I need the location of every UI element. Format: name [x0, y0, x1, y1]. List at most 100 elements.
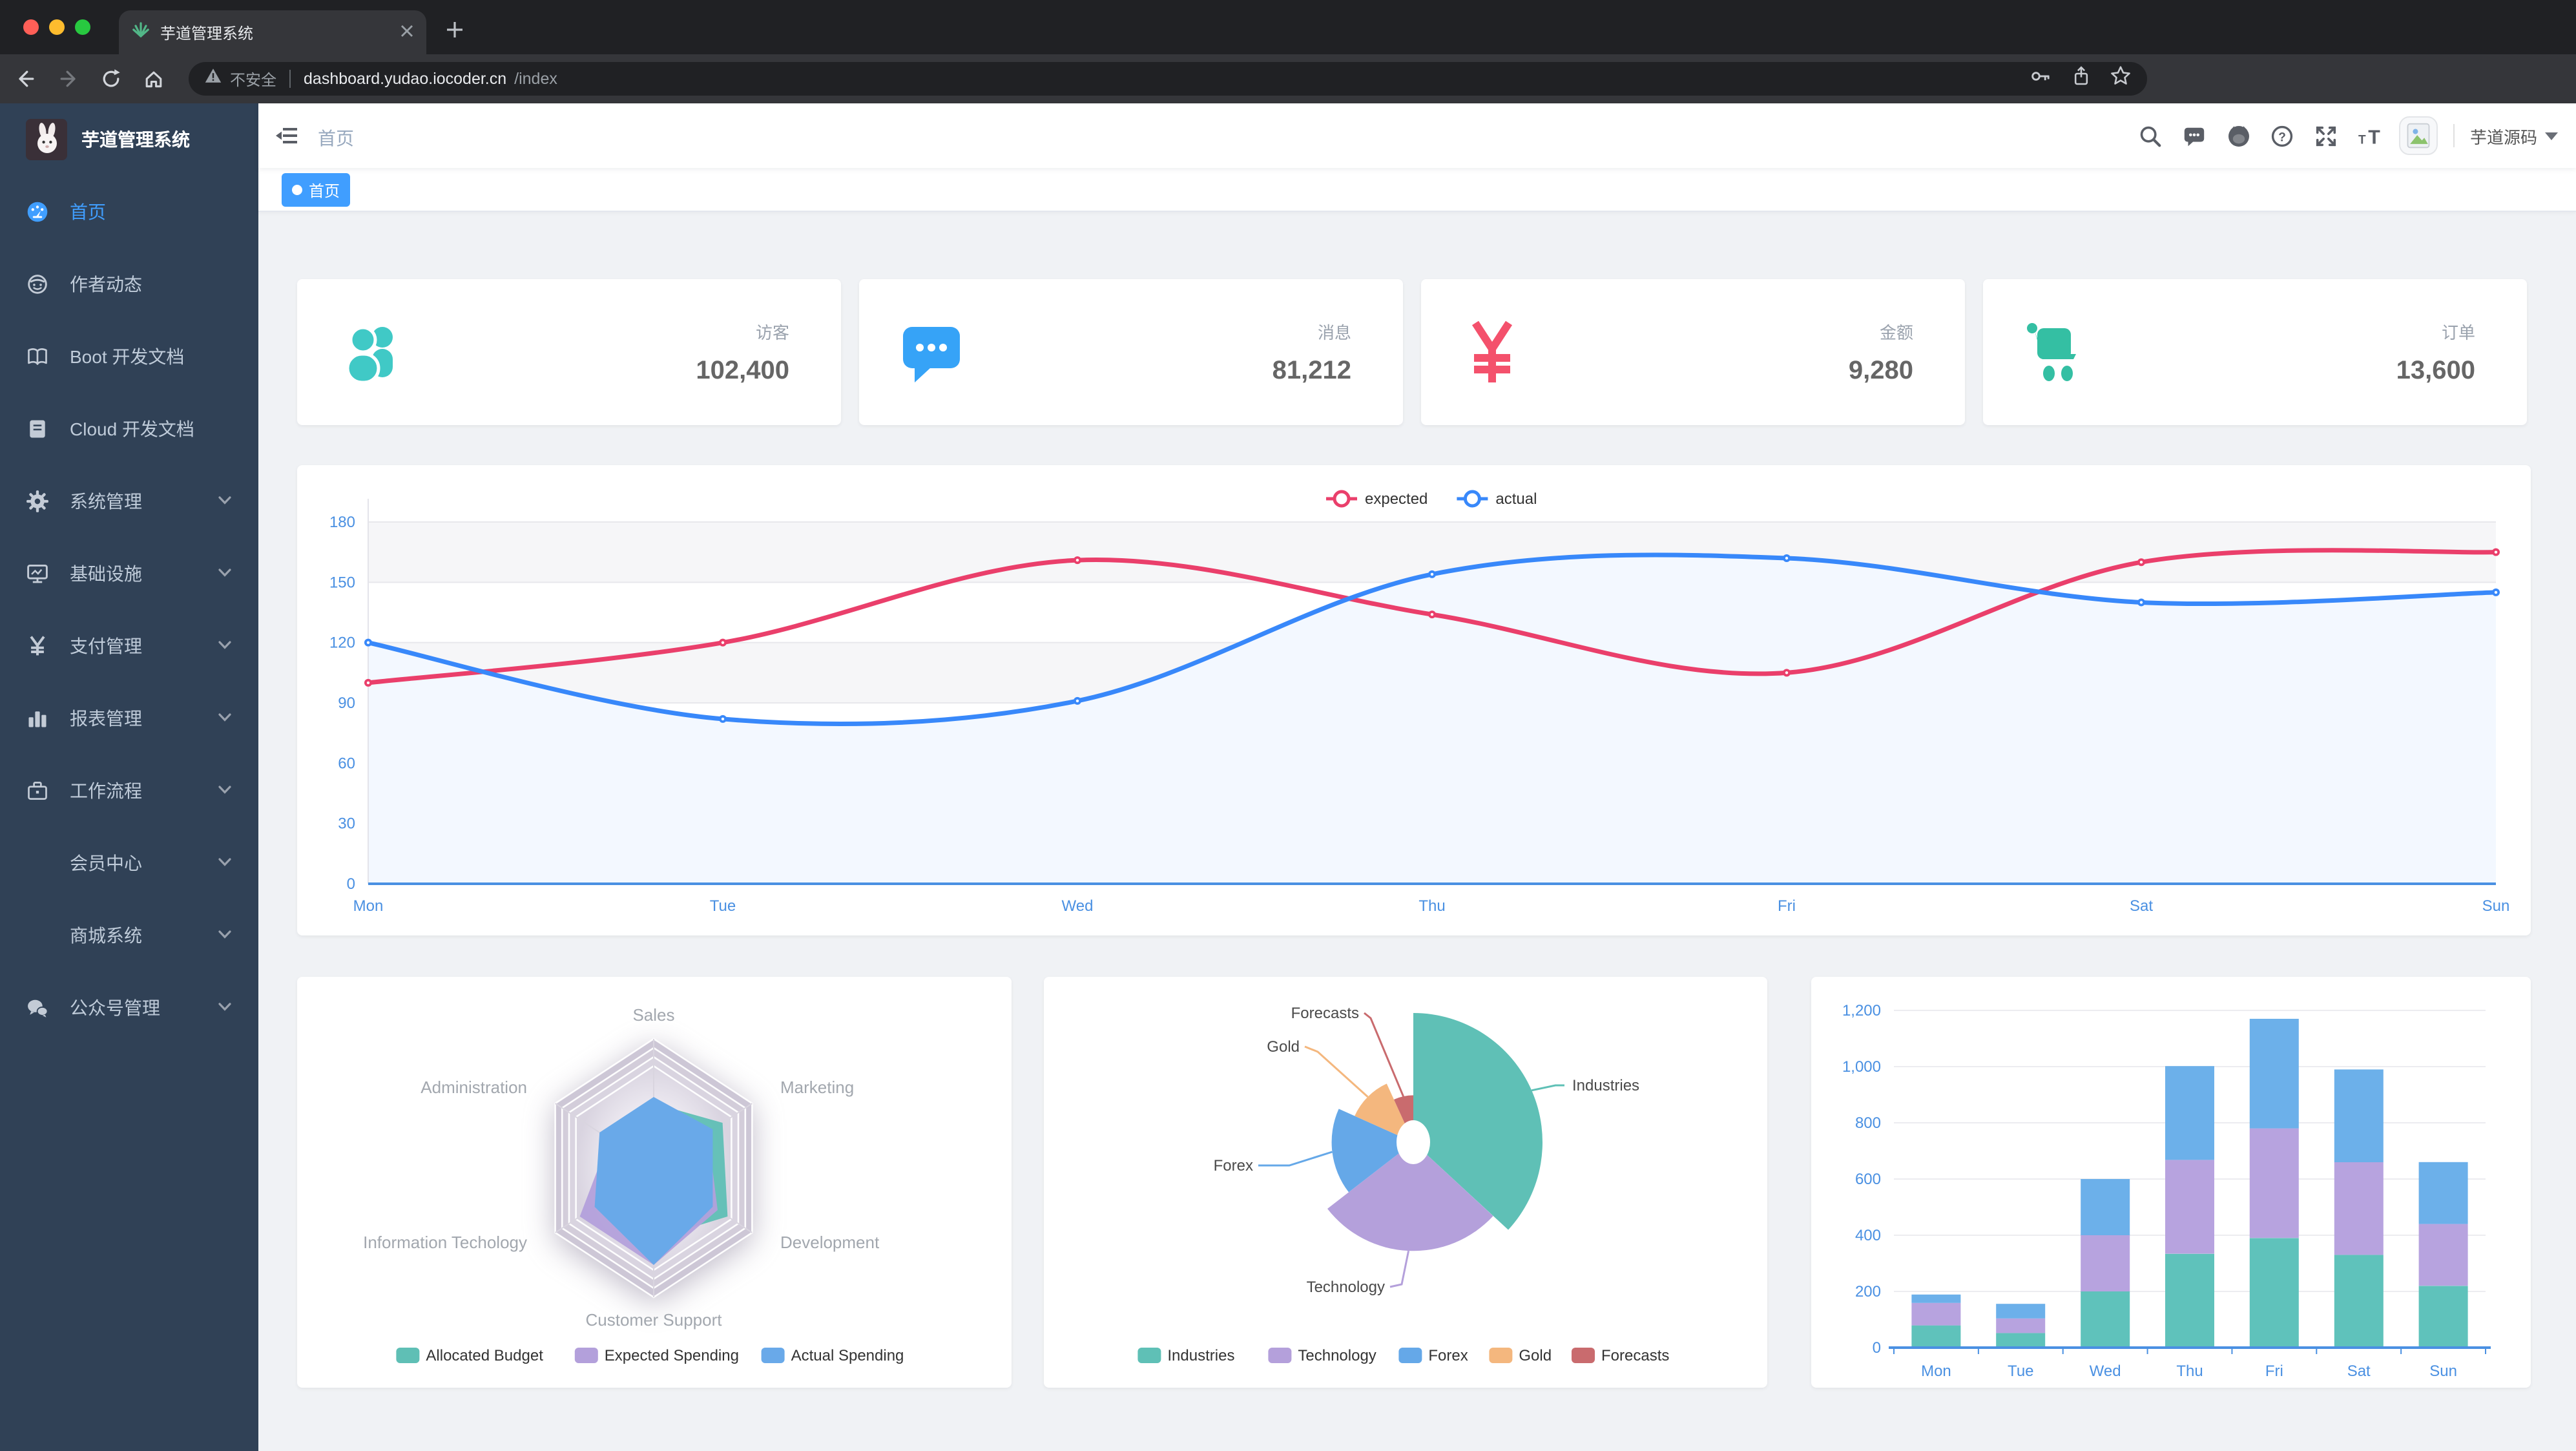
svg-text:Actual Spending: Actual Spending — [791, 1347, 904, 1364]
pie-chart[interactable]: Industries Technology Forex Gold Forecasts In… — [1044, 977, 1767, 1388]
svg-text:expected: expected — [1365, 490, 1428, 508]
dashboard-icon — [26, 200, 49, 224]
security-label[interactable]: 不安全 — [230, 70, 277, 89]
sidebar-item-8[interactable]: 工作流程 — [0, 755, 258, 827]
sidebar-item-5[interactable]: 基础设施 — [0, 538, 258, 610]
sidebar-item-label: 首页 — [70, 202, 106, 222]
radar-chart[interactable]: Sales Marketing Development Customer Suppor… — [297, 977, 1012, 1388]
legend-swatch[interactable] — [396, 1348, 420, 1363]
legend-swatch[interactable] — [1572, 1348, 1595, 1363]
window-zoom-button[interactable] — [75, 19, 90, 35]
message-icon — [898, 320, 970, 384]
stat-label: 访客 — [755, 322, 789, 342]
svg-text:Thu: Thu — [1418, 897, 1445, 915]
tag-dot — [292, 185, 302, 195]
svg-text:actual: actual — [1495, 490, 1537, 508]
security-warning-icon — [204, 67, 222, 90]
svg-text:90: 90 — [338, 694, 355, 712]
stat-value: 81,212 — [1272, 356, 1351, 384]
sidebar-item-6[interactable]: 支付管理 — [0, 610, 258, 682]
browser-tab-bar: 芋道管理系统 — [0, 0, 2576, 54]
stat-card-1[interactable]: 消息 81,212 — [859, 279, 1403, 425]
svg-text:1,000: 1,000 — [1842, 1058, 1881, 1076]
chevron-down-icon — [217, 997, 233, 1018]
legend-swatch[interactable] — [761, 1348, 785, 1363]
stat-value: 13,600 — [2396, 356, 2475, 384]
svg-text:Wed: Wed — [2090, 1362, 2121, 1380]
svg-text:30: 30 — [338, 815, 355, 833]
sidebar-item-10[interactable]: 商城系统 — [0, 899, 258, 972]
sidebar-item-label: 报表管理 — [70, 708, 142, 729]
svg-text:Technology: Technology — [1307, 1279, 1385, 1296]
window-close-button[interactable] — [23, 19, 39, 35]
stat-card-0[interactable]: 访客 102,400 — [297, 279, 841, 425]
sidebar-item-11[interactable]: 公众号管理 — [0, 972, 258, 1044]
sidebar-item-4[interactable]: 系统管理 — [0, 465, 258, 538]
bar-chart[interactable]: Mon Tue Wed Thu Fri Sat Sun 0 200 400 600 800 1,000 1… — [1811, 977, 2531, 1388]
app-logo[interactable]: 芋道管理系统 — [0, 103, 258, 176]
svg-text:Industries: Industries — [1167, 1347, 1234, 1364]
svg-text:Forecasts: Forecasts — [1601, 1347, 1669, 1364]
browser-tab[interactable]: 芋道管理系统 — [119, 10, 426, 54]
sidebar-item-0[interactable]: 首页 — [0, 176, 258, 248]
forward-icon[interactable] — [52, 62, 85, 96]
svg-text:600: 600 — [1855, 1171, 1881, 1188]
legend-swatch[interactable] — [1268, 1348, 1292, 1363]
legend-swatch[interactable] — [1489, 1348, 1513, 1363]
github-icon[interactable] — [2223, 120, 2254, 151]
book-icon — [26, 345, 49, 368]
message-icon[interactable] — [2179, 120, 2210, 151]
search-icon[interactable] — [2135, 120, 2166, 151]
yen-icon — [26, 634, 49, 658]
legend-swatch[interactable] — [574, 1348, 598, 1363]
sidebar-item-1[interactable]: 作者动态 — [0, 248, 258, 320]
legend-swatch[interactable] — [1398, 1348, 1422, 1363]
tag-label: 首页 — [309, 182, 340, 200]
help-icon[interactable]: ? — [2267, 120, 2298, 151]
chart-icon — [26, 707, 49, 730]
chevron-down-icon — [217, 925, 233, 946]
address-bar[interactable]: 不安全 dashboard.yudao.iocoder.cn/index — [189, 62, 2147, 96]
chevron-down-icon — [217, 636, 233, 656]
tab-close-icon[interactable] — [400, 21, 413, 44]
stat-label: 消息 — [1317, 322, 1351, 342]
bookmark-star-icon[interactable] — [2110, 65, 2132, 93]
back-icon[interactable] — [9, 62, 43, 96]
sidebar-item-label: 基础设施 — [70, 563, 142, 584]
window-minimize-button[interactable] — [49, 19, 65, 35]
svg-text:T: T — [2368, 125, 2380, 147]
stat-card-2[interactable]: 金额 9,280 — [1421, 279, 1965, 425]
sidebar-toggle-icon[interactable] — [274, 123, 300, 149]
svg-text:Customer Support: Customer Support — [586, 1310, 723, 1330]
chevron-down-icon — [217, 491, 233, 512]
svg-text:Forex: Forex — [1214, 1157, 1253, 1174]
legend-swatch[interactable] — [1137, 1348, 1161, 1363]
password-key-icon[interactable] — [2030, 65, 2053, 92]
stat-value: 9,280 — [1848, 356, 1913, 384]
main-content: 访客 102,400 消息 81,212 金额 9,280 订单 13,600 0 30 60 90… — [258, 212, 2576, 1451]
username: 芋道源码 — [2469, 127, 2537, 147]
svg-text:Marketing: Marketing — [780, 1078, 854, 1097]
tag-home[interactable]: 首页 — [282, 173, 351, 207]
new-tab-button[interactable] — [442, 17, 468, 43]
stat-card-3[interactable]: 订单 13,600 — [1983, 279, 2527, 425]
breadcrumb[interactable]: 首页 — [318, 128, 354, 149]
home-icon[interactable] — [137, 62, 171, 96]
sidebar-item-3[interactable]: Cloud 开发文档 — [0, 393, 258, 465]
user-menu[interactable]: 芋道源码 — [2470, 123, 2558, 148]
user-avatar[interactable] — [2398, 116, 2438, 155]
chevron-down-icon — [217, 853, 233, 873]
fullscreen-icon[interactable] — [2311, 120, 2342, 151]
svg-text:Sun: Sun — [2482, 897, 2510, 915]
svg-text:200: 200 — [1855, 1283, 1881, 1300]
sidebar-item-2[interactable]: Boot 开发文档 — [0, 320, 258, 393]
line-chart[interactable]: 0 30 60 90 120 150 180 Mon Tue Wed Thu Fri Sat Sun exp… — [297, 465, 2531, 935]
chevron-down-icon — [217, 708, 233, 729]
sidebar-item-9[interactable]: 会员中心 — [0, 827, 258, 899]
stat-value: 102,400 — [696, 356, 789, 384]
reload-icon[interactable] — [94, 62, 128, 96]
line-chart-card: 0 30 60 90 120 150 180 Mon Tue Wed Thu Fri Sat Sun exp… — [297, 465, 2531, 935]
share-icon[interactable] — [2071, 64, 2092, 94]
sidebar-item-7[interactable]: 报表管理 — [0, 682, 258, 755]
